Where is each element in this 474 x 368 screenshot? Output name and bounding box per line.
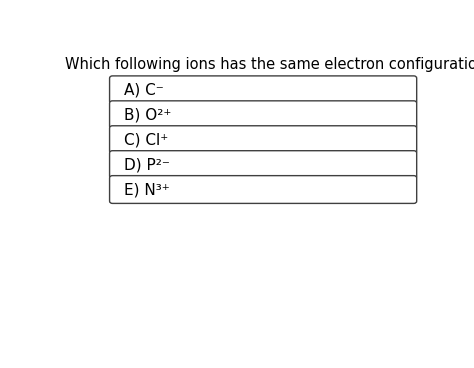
FancyBboxPatch shape — [109, 151, 417, 178]
Text: E) N³⁺: E) N³⁺ — [124, 182, 169, 197]
Text: C) Cl⁺: C) Cl⁺ — [124, 132, 168, 147]
Text: Which following ions has the same electron configuration as a noble gas?: Which following ions has the same electr… — [65, 57, 474, 72]
FancyBboxPatch shape — [109, 101, 417, 128]
FancyBboxPatch shape — [109, 176, 417, 204]
Text: B) O²⁺: B) O²⁺ — [124, 107, 171, 122]
Text: A) C⁻: A) C⁻ — [124, 82, 163, 97]
FancyBboxPatch shape — [109, 76, 417, 104]
FancyBboxPatch shape — [109, 126, 417, 153]
Text: D) P²⁻: D) P²⁻ — [124, 157, 169, 172]
